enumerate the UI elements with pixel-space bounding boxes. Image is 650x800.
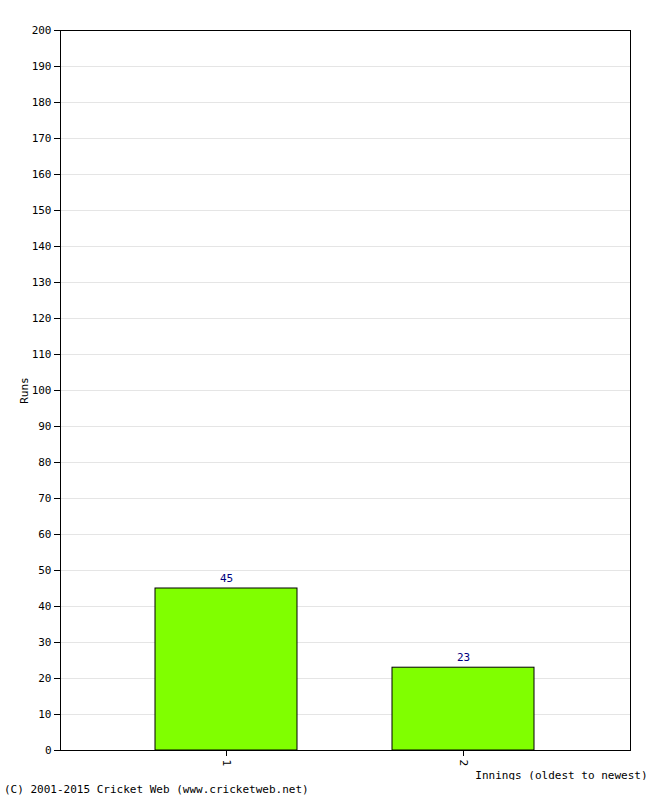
svg-text:80: 80: [38, 456, 51, 469]
svg-text:10: 10: [38, 708, 51, 721]
svg-text:1: 1: [220, 760, 233, 767]
svg-text:170: 170: [32, 132, 52, 145]
svg-text:0: 0: [45, 744, 52, 757]
svg-text:Runs: Runs: [18, 377, 31, 404]
svg-text:100: 100: [32, 384, 52, 397]
svg-text:110: 110: [32, 348, 52, 361]
svg-text:60: 60: [38, 528, 51, 541]
svg-text:45: 45: [220, 572, 233, 585]
svg-text:Innings (oldest to newest): Innings (oldest to newest): [475, 769, 647, 781]
svg-text:200: 200: [32, 24, 52, 37]
svg-text:130: 130: [32, 276, 52, 289]
svg-text:150: 150: [32, 204, 52, 217]
svg-text:2: 2: [457, 760, 470, 767]
svg-text:140: 140: [32, 240, 52, 253]
svg-text:190: 190: [32, 60, 52, 73]
svg-text:23: 23: [457, 651, 470, 664]
svg-text:90: 90: [38, 420, 51, 433]
svg-text:20: 20: [38, 672, 51, 685]
svg-text:30: 30: [38, 636, 51, 649]
svg-text:160: 160: [32, 168, 52, 181]
html-text:(C) 2001-2015 Cricket Web (www: (C) 2001-2015 Cricket Web (www.cricketwe…: [4, 783, 309, 796]
svg-text:120: 120: [32, 312, 52, 325]
svg-text:180: 180: [32, 96, 52, 109]
svg-text:70: 70: [38, 492, 51, 505]
svg-text:40: 40: [38, 600, 51, 613]
svg-text:50: 50: [38, 564, 51, 577]
